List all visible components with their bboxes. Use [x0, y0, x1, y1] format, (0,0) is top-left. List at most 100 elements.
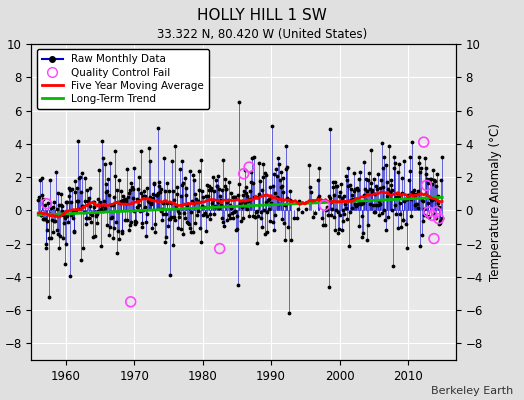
Point: [99, 155, 107, 161]
Point: [184, 220, 192, 226]
Point: [216, 202, 225, 208]
Point: [169, 197, 178, 204]
Point: [158, 217, 166, 223]
Point: [68, 215, 77, 221]
Point: [322, 207, 331, 214]
Point: [243, 193, 252, 200]
Point: [199, 194, 207, 200]
Text: 33.322 N, 80.420 W (United States): 33.322 N, 80.420 W (United States): [157, 28, 367, 41]
Point: [47, 205, 55, 211]
Point: [405, 195, 413, 202]
Point: [408, 139, 416, 146]
Point: [369, 201, 377, 208]
Point: [354, 201, 362, 208]
Point: [289, 214, 298, 221]
Point: [94, 196, 103, 202]
Point: [414, 154, 423, 160]
Point: [278, 182, 287, 189]
Point: [344, 183, 352, 189]
Point: [137, 190, 145, 196]
Point: [427, 197, 435, 204]
Point: [385, 143, 393, 149]
Point: [44, 200, 52, 206]
Point: [277, 169, 285, 175]
Point: [257, 215, 265, 222]
Point: [309, 214, 317, 220]
Point: [370, 176, 378, 182]
Point: [160, 238, 169, 245]
Point: [395, 194, 403, 200]
Point: [370, 209, 379, 216]
Point: [70, 227, 78, 234]
Point: [266, 218, 275, 224]
Point: [363, 188, 372, 194]
Point: [417, 165, 425, 172]
Point: [39, 196, 48, 202]
Point: [294, 198, 303, 204]
Point: [105, 192, 113, 198]
Point: [117, 188, 125, 194]
Point: [201, 211, 209, 218]
Point: [132, 219, 140, 225]
Point: [416, 243, 424, 250]
Point: [435, 203, 443, 210]
Point: [240, 188, 248, 194]
Point: [334, 230, 342, 236]
Point: [428, 197, 436, 203]
Point: [139, 207, 148, 213]
Point: [327, 212, 335, 218]
Point: [53, 227, 61, 234]
Point: [239, 170, 248, 177]
Point: [71, 189, 79, 196]
Point: [109, 202, 117, 208]
Point: [200, 209, 209, 216]
Point: [343, 177, 351, 183]
Point: [108, 234, 117, 241]
Point: [350, 188, 358, 194]
Point: [181, 214, 189, 221]
Point: [348, 191, 357, 198]
Point: [67, 212, 75, 218]
Point: [285, 310, 293, 316]
Point: [81, 175, 89, 182]
Point: [171, 217, 180, 223]
Point: [397, 224, 405, 230]
Point: [280, 220, 288, 226]
Point: [84, 215, 93, 222]
Point: [215, 205, 224, 212]
Point: [314, 195, 322, 201]
Point: [149, 180, 158, 186]
Point: [352, 202, 361, 208]
Point: [260, 231, 269, 238]
Point: [219, 219, 227, 225]
Point: [42, 200, 51, 207]
Point: [148, 225, 156, 231]
Point: [70, 229, 79, 236]
Point: [163, 200, 171, 206]
Point: [185, 225, 194, 232]
Point: [148, 195, 157, 201]
Point: [144, 145, 152, 151]
Point: [428, 181, 436, 187]
Point: [124, 194, 132, 200]
Point: [256, 209, 265, 215]
Point: [431, 178, 439, 184]
Point: [190, 177, 198, 183]
Point: [355, 175, 364, 182]
Point: [266, 184, 274, 191]
Point: [265, 206, 274, 212]
Point: [90, 199, 98, 206]
Point: [150, 229, 159, 236]
Point: [422, 182, 431, 188]
Point: [172, 191, 181, 197]
Point: [422, 176, 431, 182]
Point: [326, 195, 334, 202]
Point: [93, 220, 101, 227]
Point: [351, 201, 359, 208]
Point: [346, 182, 354, 188]
Point: [176, 165, 184, 172]
Point: [103, 222, 112, 228]
Point: [228, 215, 237, 221]
Point: [408, 189, 417, 196]
Point: [74, 198, 82, 204]
